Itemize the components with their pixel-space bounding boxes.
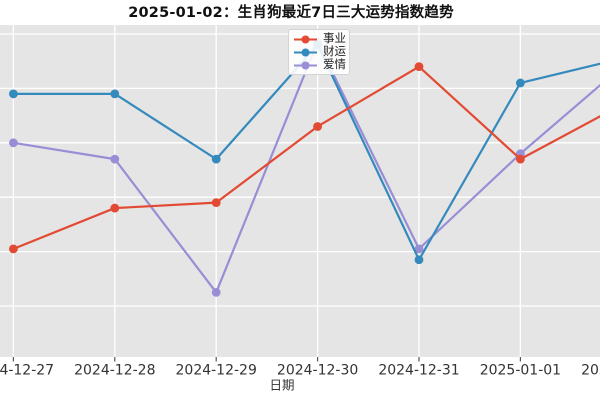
x-tick-label: 2025-01-02 — [581, 363, 600, 379]
wealth-point — [414, 255, 424, 265]
wealth-point — [516, 78, 525, 88]
x-tick-label: 2024-12-28 — [74, 363, 155, 379]
x-axis-label: 日期 — [269, 378, 294, 393]
love-point — [211, 288, 221, 297]
x-tick-label: 2025-01-01 — [480, 363, 561, 379]
plot-background — [0, 25, 600, 357]
x-tick-label: 2024-12-27 — [0, 363, 54, 379]
career-point — [516, 154, 525, 164]
chart-title: 2025-01-02：生肖狗最近7日三大运势指数趋势 — [128, 5, 454, 21]
love-point — [110, 154, 120, 164]
love-point — [9, 138, 18, 148]
legend-label-love: 爱情 — [323, 57, 346, 72]
wealth-point — [110, 89, 120, 99]
x-tick-label: 2024-12-29 — [176, 363, 257, 379]
career-point — [9, 244, 18, 254]
career-point — [313, 122, 322, 131]
x-tick-label: 2024-12-30 — [277, 363, 358, 379]
love-point — [414, 244, 424, 254]
legend-item-wealth: 财运 — [293, 44, 346, 59]
wealth-point — [211, 154, 221, 164]
wealth-legend-marker-icon — [294, 48, 317, 56]
career-point — [211, 198, 221, 208]
wealth-point — [9, 89, 18, 99]
career-point — [110, 203, 120, 213]
chart-legend: 事业 财运 爱情 — [288, 29, 350, 75]
love-legend-marker-icon — [294, 61, 317, 69]
career-legend-marker-icon — [294, 35, 317, 43]
career-point — [414, 62, 424, 72]
legend-label-wealth: 财运 — [323, 44, 346, 59]
legend-label-career: 事业 — [323, 31, 346, 46]
legend-item-career: 事业 — [293, 31, 346, 46]
x-tick-label: 2024-12-31 — [378, 363, 459, 379]
legend-item-love: 爱情 — [293, 57, 346, 72]
